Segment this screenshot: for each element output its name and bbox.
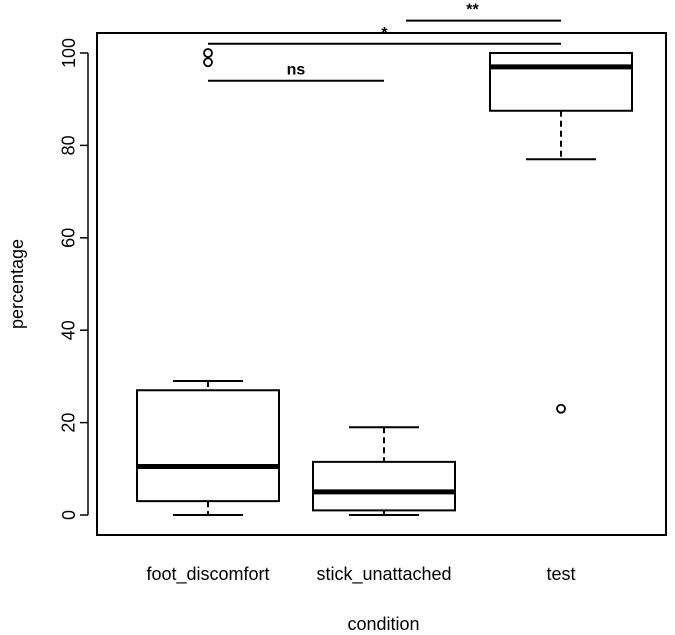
y-tick-label: 20 xyxy=(59,413,79,433)
plot-frame xyxy=(96,32,667,536)
y-axis: 0 20 40 60 80 100 xyxy=(59,38,89,520)
y-axis-title: percentage xyxy=(7,239,27,329)
outlier-point xyxy=(203,57,213,68)
y-tick-label: 100 xyxy=(59,38,79,68)
significance-label: ns xyxy=(287,62,306,79)
box-foot_discomfort xyxy=(136,48,280,516)
box-stick_unattached xyxy=(312,426,456,516)
x-axis-title: condition xyxy=(347,614,419,634)
y-tick-label: 80 xyxy=(59,135,79,155)
y-tick-label: 40 xyxy=(59,320,79,340)
y-tick-label: 60 xyxy=(59,228,79,248)
boxes xyxy=(136,48,633,516)
significance-label: ** xyxy=(466,2,479,19)
x-tick-label: foot_discomfort xyxy=(146,564,269,585)
iqr-box xyxy=(489,52,633,112)
iqr-box xyxy=(312,460,456,512)
x-tick-label: stick_unattached xyxy=(316,564,451,585)
y-tick-label: 0 xyxy=(59,510,79,520)
outlier-point xyxy=(203,48,213,58)
box-test xyxy=(489,52,633,414)
x-tick-label: test xyxy=(546,564,575,584)
x-axis-labels: foot_discomfort stick_unattached test xyxy=(146,564,575,585)
iqr-box xyxy=(136,389,280,503)
outlier-point xyxy=(556,403,566,414)
